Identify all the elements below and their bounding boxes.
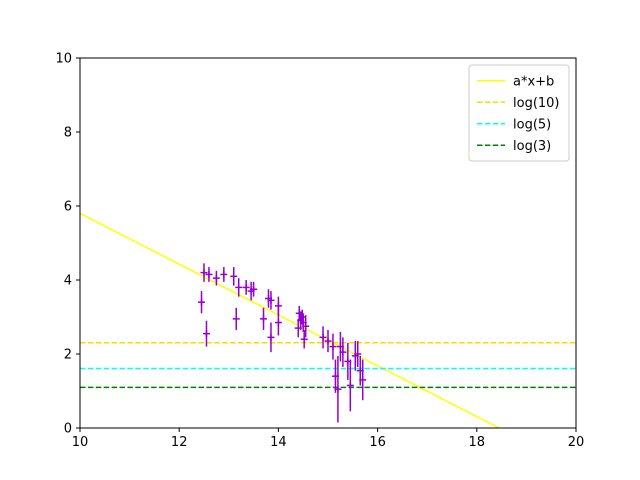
data-point bbox=[260, 307, 268, 330]
legend-box bbox=[468, 64, 570, 162]
data-point bbox=[329, 333, 337, 360]
y-tick-label: 8 bbox=[64, 126, 72, 141]
legend-label: log(10) bbox=[513, 96, 560, 111]
data-point bbox=[274, 309, 282, 336]
x-axis: 10 12 14 16 18 20 bbox=[72, 428, 585, 450]
data-point bbox=[359, 359, 367, 401]
data-point bbox=[202, 320, 210, 347]
x-tick-label: 18 bbox=[469, 435, 486, 450]
y-tick-label: 10 bbox=[55, 52, 72, 67]
legend-label: log(5) bbox=[513, 117, 551, 132]
x-tick-label: 12 bbox=[171, 435, 188, 450]
line-0 bbox=[80, 212, 500, 428]
data-points bbox=[198, 263, 367, 423]
data-point bbox=[319, 326, 327, 349]
data-point bbox=[354, 341, 362, 367]
y-tick-label: 4 bbox=[64, 274, 72, 289]
data-point bbox=[230, 267, 238, 286]
data-point bbox=[232, 307, 240, 330]
data-point bbox=[300, 329, 308, 349]
x-tick-label: 20 bbox=[568, 435, 585, 450]
data-point bbox=[235, 278, 243, 297]
data-point bbox=[212, 270, 220, 286]
data-point bbox=[220, 267, 228, 282]
x-tick-label: 16 bbox=[369, 435, 386, 450]
x-tick-label: 14 bbox=[270, 435, 287, 450]
data-point bbox=[324, 329, 332, 353]
data-point bbox=[267, 291, 275, 310]
data-point bbox=[200, 263, 208, 282]
data-point bbox=[346, 359, 354, 412]
x-tick-label: 10 bbox=[72, 435, 89, 450]
data-point bbox=[339, 337, 347, 367]
y-axis: 0 2 4 6 8 10 bbox=[55, 52, 80, 437]
data-point bbox=[267, 322, 275, 353]
y-tick-label: 2 bbox=[64, 348, 72, 363]
data-point bbox=[205, 267, 213, 282]
y-tick-label: 0 bbox=[64, 422, 72, 437]
legend-label: a*x+b bbox=[513, 74, 554, 89]
data-point bbox=[334, 355, 342, 423]
y-tick-label: 6 bbox=[64, 200, 72, 215]
data-point bbox=[242, 280, 250, 295]
legend-label: log(3) bbox=[513, 139, 551, 154]
data-point bbox=[250, 281, 258, 297]
data-point bbox=[198, 291, 206, 314]
legend: a*x+b log(10) log(5) log(3) bbox=[468, 64, 570, 162]
plot-frame bbox=[79, 57, 577, 429]
data-point bbox=[302, 315, 310, 338]
